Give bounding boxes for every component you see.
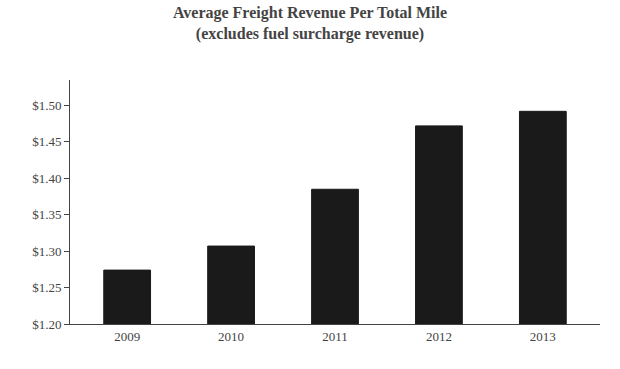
svg-text:$1.35: $1.35	[32, 207, 61, 222]
svg-text:2012: 2012	[426, 329, 452, 344]
svg-text:$1.40: $1.40	[32, 171, 61, 186]
svg-text:2010: 2010	[218, 329, 244, 344]
svg-text:$1.20: $1.20	[32, 317, 61, 332]
svg-text:$1.50: $1.50	[32, 98, 61, 113]
svg-text:2009: 2009	[114, 329, 140, 344]
svg-text:$1.45: $1.45	[32, 134, 61, 149]
svg-text:2013: 2013	[530, 329, 556, 344]
svg-text:2011: 2011	[322, 329, 348, 344]
svg-text:$1.30: $1.30	[32, 244, 61, 259]
svg-text:$1.25: $1.25	[32, 280, 61, 295]
svg-text:Average Freight Revenue Per To: Average Freight Revenue Per Total Mile(e…	[173, 4, 447, 43]
